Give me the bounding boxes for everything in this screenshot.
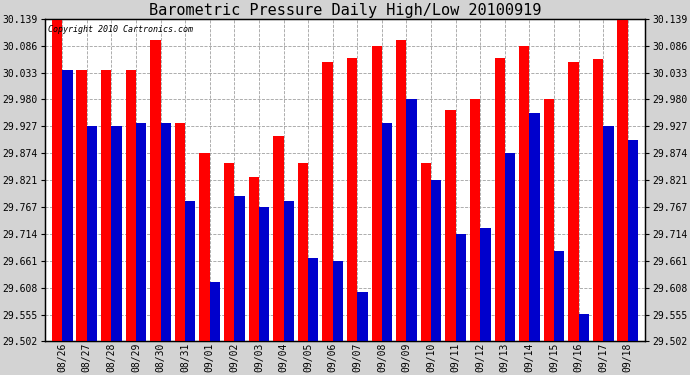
Bar xyxy=(62,70,72,342)
Bar xyxy=(603,126,613,342)
Bar xyxy=(101,70,111,342)
Bar xyxy=(529,113,540,342)
Bar xyxy=(593,59,603,342)
Bar xyxy=(445,110,455,342)
Bar xyxy=(111,126,121,342)
Bar xyxy=(126,70,136,342)
Bar xyxy=(544,99,554,342)
Bar xyxy=(150,40,161,342)
Bar xyxy=(210,282,220,342)
Bar xyxy=(357,292,368,342)
Bar xyxy=(77,70,87,342)
Bar xyxy=(406,99,417,342)
Bar xyxy=(554,251,564,342)
Bar xyxy=(455,234,466,342)
Text: Copyright 2010 Cartronics.com: Copyright 2010 Cartronics.com xyxy=(48,26,193,34)
Bar xyxy=(161,123,171,342)
Bar xyxy=(52,19,62,342)
Bar xyxy=(298,163,308,342)
Bar xyxy=(569,62,579,342)
Bar xyxy=(431,180,442,342)
Bar xyxy=(470,99,480,342)
Bar xyxy=(199,153,210,342)
Bar xyxy=(495,58,505,342)
Bar xyxy=(480,228,491,342)
Bar xyxy=(235,196,245,342)
Bar xyxy=(87,126,97,342)
Bar xyxy=(284,201,294,342)
Bar xyxy=(248,177,259,342)
Bar xyxy=(224,163,235,342)
Bar xyxy=(136,123,146,342)
Bar xyxy=(273,136,284,342)
Bar xyxy=(618,19,628,342)
Bar xyxy=(259,207,269,342)
Bar xyxy=(347,58,357,342)
Bar xyxy=(322,62,333,342)
Bar xyxy=(308,258,319,342)
Bar xyxy=(505,153,515,342)
Bar xyxy=(185,201,195,342)
Bar xyxy=(396,40,406,342)
Bar xyxy=(175,123,185,342)
Bar xyxy=(371,46,382,342)
Bar xyxy=(628,140,638,342)
Bar xyxy=(421,163,431,342)
Title: Barometric Pressure Daily High/Low 20100919: Barometric Pressure Daily High/Low 20100… xyxy=(149,3,541,18)
Bar xyxy=(579,314,589,342)
Bar xyxy=(333,261,343,342)
Bar xyxy=(382,123,392,342)
Bar xyxy=(519,46,529,342)
